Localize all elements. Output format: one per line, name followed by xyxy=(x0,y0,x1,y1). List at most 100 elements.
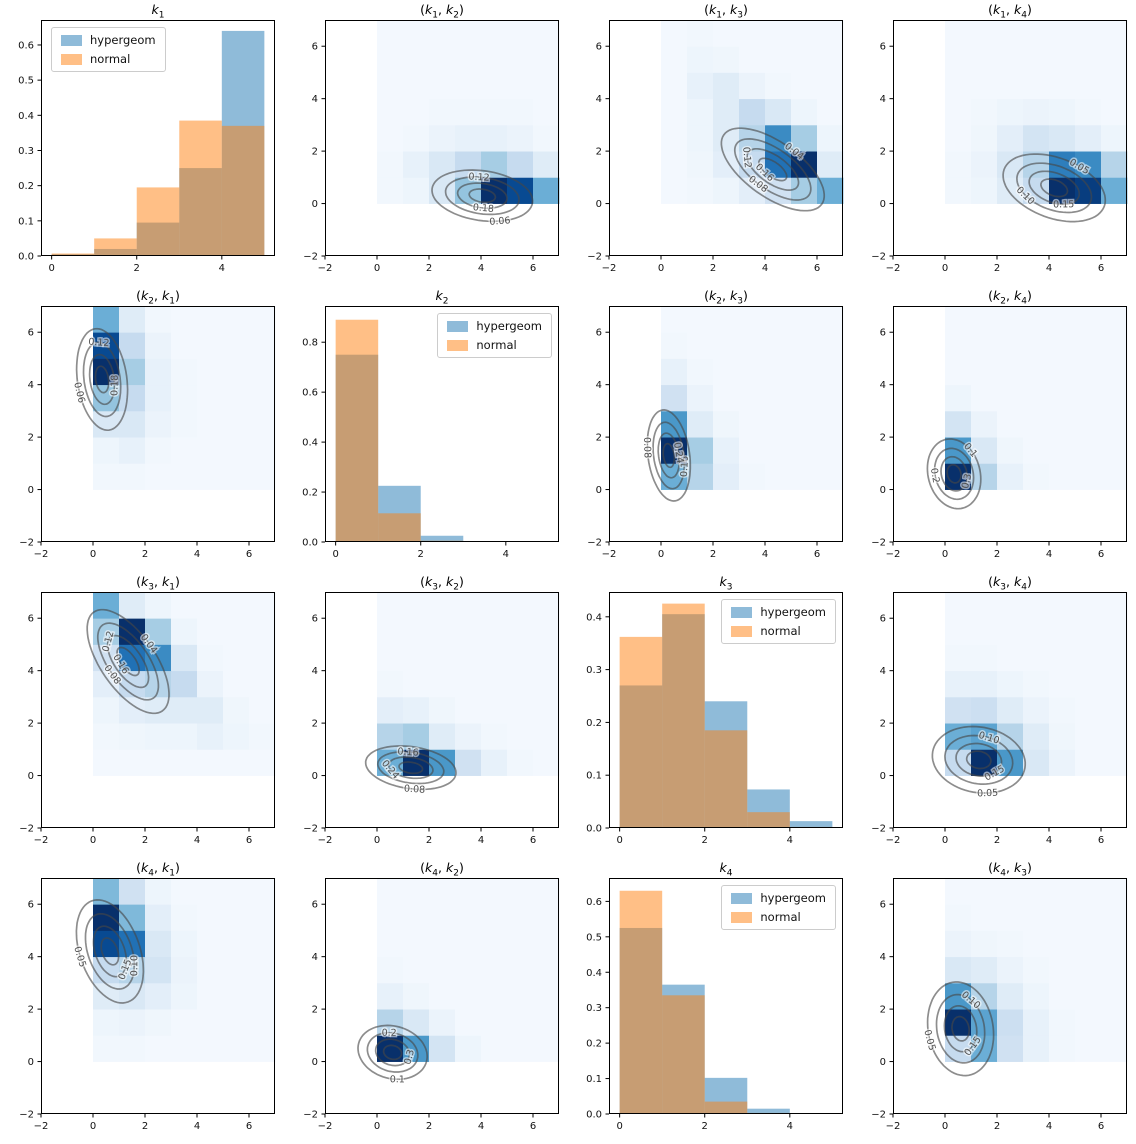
y-tick-label: −2 xyxy=(19,538,34,549)
y-tick-label: 0.5 xyxy=(18,76,34,87)
x-tick-label: 6 xyxy=(530,263,536,274)
heatmap-cells xyxy=(377,878,560,1062)
x-tick-label: −2 xyxy=(602,549,617,560)
subplot-k3-hist: k3 0 2 4 0.0 0.1 0.2 0.3 0.4 hypergeom normal xyxy=(568,572,852,858)
y-tick-label: 6 xyxy=(596,42,602,53)
plot-canvas: 0 2 4 0.0 0.1 0.2 0.3 0.4 xyxy=(586,592,843,846)
x-tick-label: 4 xyxy=(787,1121,793,1132)
x-tick-label: −2 xyxy=(886,263,901,274)
x-tick-label: 0 xyxy=(616,835,622,846)
hist-bars-normal xyxy=(51,120,265,256)
heatmap-cells xyxy=(945,306,1128,490)
y-tick-label: 0 xyxy=(880,771,886,782)
y-tick-label: 4 xyxy=(312,952,318,963)
subplot-k4-k1: (k4, k1) 0.05 0.10 0.15 −2 0 2 4 6 −2 0 2 4 6 xyxy=(0,858,284,1144)
x-tick-label: 4 xyxy=(194,1121,200,1132)
contour-label: 0.3 xyxy=(960,473,974,490)
subplot-k3-k4: (k3, k4) 0.05 0.10 0.15 −2 0 2 4 6 −2 0 2 4 6 xyxy=(852,572,1136,858)
y-tick-label: 0.1 xyxy=(586,771,602,782)
x-tick-label: 2 xyxy=(418,549,424,560)
y-tick-label: 6 xyxy=(312,42,318,53)
axes-frame xyxy=(893,592,1127,828)
subplot-k3-k1: (k3, k1) 0.04 0.08 0.12 0.16 −2 0 2 4 6 −2 0 2 4 6 xyxy=(0,572,284,858)
y-tick-label: 0.8 xyxy=(302,338,318,349)
x-tick-label: −2 xyxy=(886,549,901,560)
heatmap-cells xyxy=(377,592,560,776)
subplot-title: (k3, k2) xyxy=(420,574,464,593)
subplot-title: (k4, k2) xyxy=(420,860,464,879)
axes-frame xyxy=(325,592,559,828)
contour-label: 0.12 xyxy=(740,146,753,168)
y-tick-label: 0 xyxy=(596,485,602,496)
subplot-title: (k1, k2) xyxy=(420,2,464,21)
subplot-k2-hist: k2 0 2 4 0.0 0.2 0.4 0.6 0.8 hypergeom normal xyxy=(284,286,568,572)
contour-lines xyxy=(75,327,129,432)
hist-bars-normal xyxy=(335,319,464,542)
heatmap-cells xyxy=(945,878,1128,1062)
y-tick-label: 4 xyxy=(312,94,318,105)
y-tick-label: 0 xyxy=(312,1057,318,1068)
y-tick-label: 2 xyxy=(880,147,886,158)
subplot-k1-hist: k1 0 2 4 0.0 0.1 0.2 0.3 0.4 0.5 0.6 hypergeom norma… xyxy=(0,0,284,286)
x-tick-label: 4 xyxy=(762,549,768,560)
y-tick-label: 6 xyxy=(28,328,34,339)
x-tick-label: 2 xyxy=(994,1121,1000,1132)
x-tick-label: 0 xyxy=(616,1121,622,1132)
axes-frame xyxy=(41,592,275,828)
x-tick-label: 0 xyxy=(90,549,96,560)
y-tick-label: 0.1 xyxy=(18,216,34,227)
contour-label: 0.18 xyxy=(472,202,494,215)
subplot-k3-k2: (k3, k2) 0.08 0.16 0.24 −2 0 2 4 6 −2 0 2 4 6 xyxy=(284,572,568,858)
y-tick-label: 0.0 xyxy=(18,252,34,263)
y-tick-label: 4 xyxy=(28,380,34,391)
axes-frame xyxy=(325,878,559,1114)
subplot-title: (k3, k1) xyxy=(136,574,180,593)
y-tick-label: 2 xyxy=(880,719,886,730)
x-tick-label: 6 xyxy=(1098,1121,1104,1132)
x-tick-label: 0 xyxy=(374,835,380,846)
x-tick-label: 6 xyxy=(1098,549,1104,560)
x-tick-label: 2 xyxy=(426,263,432,274)
x-tick-label: 2 xyxy=(142,835,148,846)
x-tick-label: 4 xyxy=(1046,835,1052,846)
y-tick-label: 4 xyxy=(596,380,602,391)
axes-frame xyxy=(893,306,1127,542)
plot-canvas: 0 2 4 0.0 0.1 0.2 0.3 0.4 0.5 0.6 xyxy=(18,20,275,274)
heatmap-cells xyxy=(661,306,844,490)
axes-frame xyxy=(609,878,843,1114)
subplot-k1-k4: (k1, k4) 0.05 0.10 0.15 −2 0 2 4 6 −2 0 2 4 6 xyxy=(852,0,1136,286)
y-tick-label: 0.3 xyxy=(18,146,34,157)
legend-patch-hypergeom xyxy=(731,892,753,904)
x-tick-label: −2 xyxy=(318,835,333,846)
y-tick-label: 0.5 xyxy=(586,932,602,943)
contour-label: 0.1 xyxy=(390,1074,405,1085)
axes-frame xyxy=(41,306,275,542)
y-tick-label: −2 xyxy=(303,824,318,835)
plot-canvas: 0 2 4 0.0 0.2 0.4 0.6 0.8 xyxy=(302,306,559,560)
x-tick-label: 2 xyxy=(134,263,140,274)
y-tick-label: 0.2 xyxy=(302,488,318,499)
subplot-k2-k3: (k2, k3) 0.08 0.16 0.24 −2 0 2 4 6 −2 0 2 4 6 xyxy=(568,286,852,572)
x-tick-label: 4 xyxy=(1046,1121,1052,1132)
y-tick-label: 0 xyxy=(880,199,886,210)
x-tick-label: 6 xyxy=(246,835,252,846)
contour-lines xyxy=(931,725,1027,794)
axes-frame xyxy=(893,878,1127,1114)
y-tick-label: −2 xyxy=(19,824,34,835)
y-tick-label: 2 xyxy=(312,147,318,158)
y-tick-label: 0 xyxy=(28,1057,34,1068)
y-tick-label: 4 xyxy=(312,666,318,677)
x-tick-label: 2 xyxy=(702,835,708,846)
x-tick-label: 4 xyxy=(478,263,484,274)
subplot-k4-hist: k4 0 2 4 0.0 0.1 0.2 0.3 0.4 0.5 0.6 hypergeom norma… xyxy=(568,858,852,1144)
x-tick-label: 2 xyxy=(426,835,432,846)
contour-lines xyxy=(1002,153,1107,223)
legend-item: hypergeom xyxy=(447,319,542,333)
contour-lines xyxy=(926,981,995,1077)
